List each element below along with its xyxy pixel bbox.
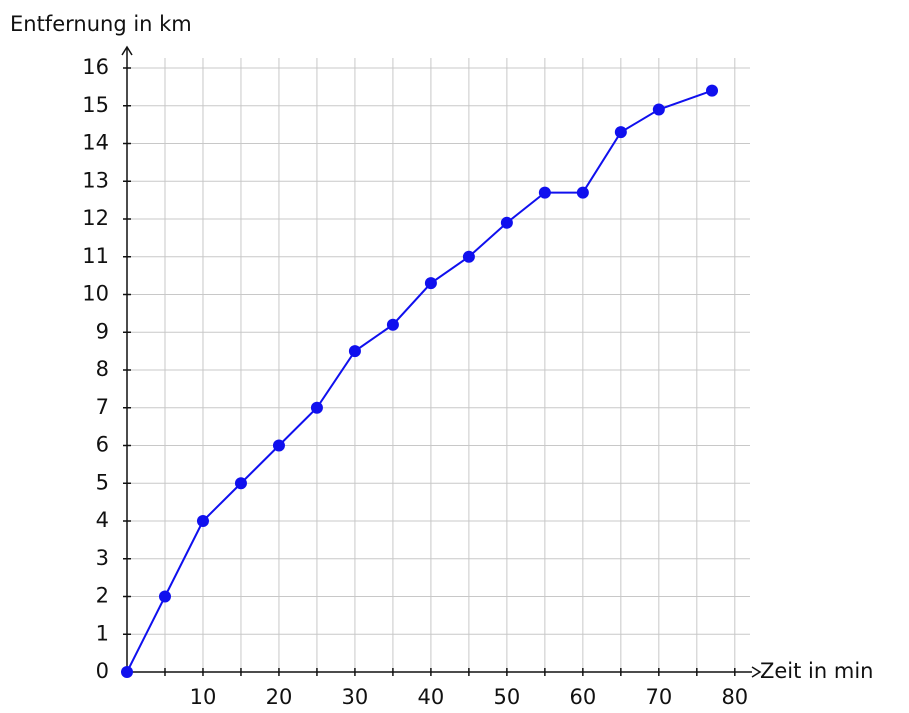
y-tick-label: 10 (82, 282, 109, 306)
x-tick-label: 70 (645, 685, 672, 709)
y-tick-label: 6 (96, 433, 109, 457)
y-tick-label: 13 (82, 168, 109, 192)
y-axis-label: Entfernung in km (10, 12, 192, 36)
data-point (652, 103, 665, 116)
y-axis-arrow (121, 45, 133, 56)
data-point (272, 439, 285, 452)
x-tick-label: 10 (190, 685, 217, 709)
x-tick-label: 50 (494, 685, 521, 709)
data-point (706, 84, 719, 97)
x-tick-label: 40 (418, 685, 445, 709)
data-point (348, 345, 361, 358)
data-point (310, 401, 323, 414)
data-point (576, 186, 589, 199)
data-point (196, 515, 209, 527)
y-tick-label: 2 (96, 584, 109, 608)
y-tick-label: 5 (96, 470, 109, 494)
y-tick-label: 15 (82, 93, 109, 117)
data-point (424, 277, 437, 290)
data-point (158, 590, 171, 603)
data-point (614, 126, 627, 139)
y-tick-label: 16 (82, 55, 109, 79)
y-tick-label: 4 (96, 508, 109, 532)
y-tick-label: 1 (96, 621, 109, 645)
y-tick-label: 3 (96, 546, 109, 570)
data-point (462, 250, 475, 263)
data-line (126, 89, 713, 673)
y-tick-label: 7 (96, 395, 109, 419)
y-tick-label: 11 (82, 244, 109, 268)
x-axis-arrow (751, 666, 762, 678)
y-tick-label: 12 (82, 206, 109, 230)
y-tick-label: 9 (96, 319, 109, 343)
data-point (500, 216, 513, 229)
x-tick-label: 20 (266, 685, 293, 709)
y-tick-label: 14 (82, 131, 109, 155)
x-tick-label: 30 (342, 685, 369, 709)
data-point (386, 318, 399, 331)
y-tick-label: 0 (96, 659, 109, 683)
x-axis-label: Zeit in min (760, 659, 873, 683)
data-point (538, 186, 551, 199)
x-tick-label: 60 (569, 685, 596, 709)
x-tick-label: 80 (721, 685, 748, 709)
y-tick-label: 8 (96, 357, 109, 381)
data-point (234, 477, 247, 490)
data-point (121, 666, 133, 678)
